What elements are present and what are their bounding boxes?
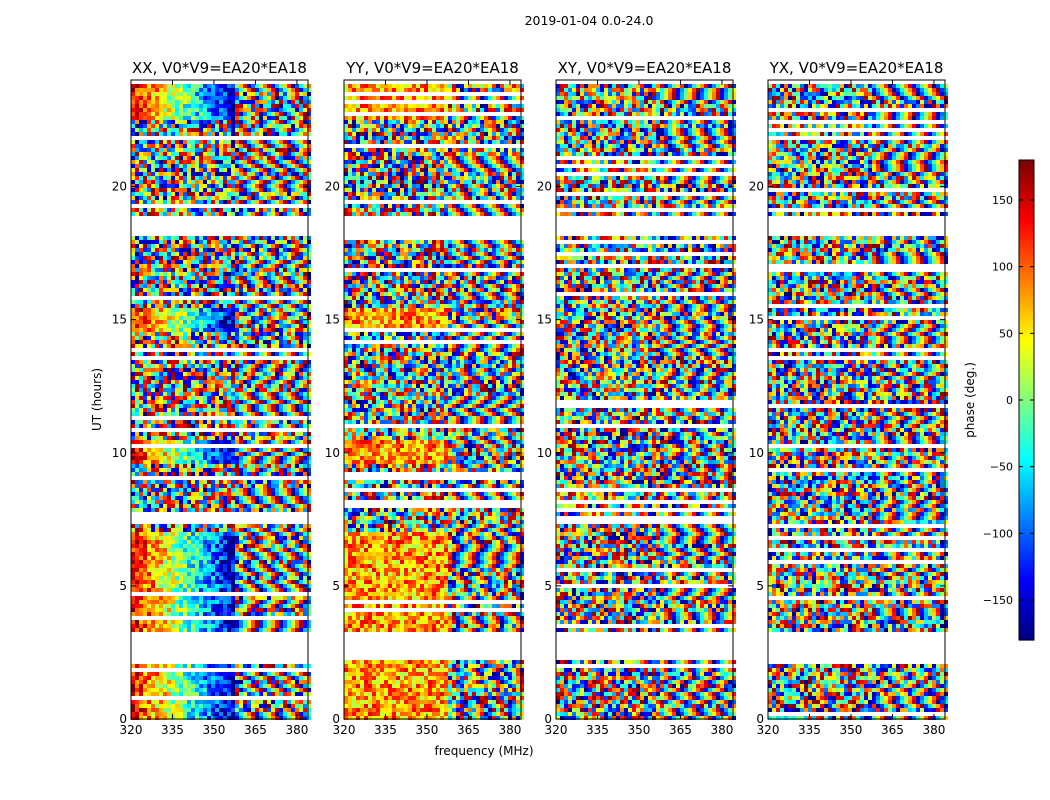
- y-tick-label: 10: [749, 446, 764, 460]
- panel-title: YY, V0*V9=EA20*EA18: [345, 59, 519, 77]
- y-tick-label: 0: [332, 712, 340, 726]
- phase-heatmap-xx: [131, 84, 311, 720]
- panel-title: XX, V0*V9=EA20*EA18: [132, 59, 307, 77]
- y-tick-label: 10: [537, 446, 552, 460]
- x-tick-label: 365: [669, 723, 692, 737]
- y-tick-label: 15: [325, 313, 340, 327]
- y-tick-label: 10: [325, 446, 340, 460]
- x-tick-label: 365: [244, 723, 267, 737]
- x-tick-label: 380: [498, 723, 521, 737]
- y-tick-label: 15: [749, 313, 764, 327]
- colorbar-label: phase (deg.): [963, 362, 977, 438]
- colorbar-tick-label: 0: [1006, 394, 1013, 407]
- panel-title: XY, V0*V9=EA20*EA18: [558, 59, 732, 77]
- x-tick-label: 380: [285, 723, 308, 737]
- y-tick-label: 20: [537, 180, 552, 194]
- phase-heatmap-yy: [344, 84, 524, 720]
- colorbar-tick-label: 100: [992, 261, 1013, 274]
- colorbar-tick-label: −150: [983, 594, 1013, 607]
- phase-heatmap-yx: [768, 84, 948, 720]
- x-tick-label: 350: [203, 723, 226, 737]
- x-tick-label: 380: [710, 723, 733, 737]
- x-tick-label: 335: [586, 723, 609, 737]
- y-tick-label: 0: [119, 712, 127, 726]
- y-tick-label: 20: [112, 180, 127, 194]
- x-tick-label: 365: [457, 723, 480, 737]
- y-tick-label: 20: [749, 180, 764, 194]
- x-tick-label: 350: [628, 723, 651, 737]
- colorbar-tick-label: −100: [983, 527, 1013, 540]
- colorbar-tick-label: 50: [999, 327, 1013, 340]
- panel-title: YX, V0*V9=EA20*EA18: [769, 59, 944, 77]
- y-tick-label: 0: [544, 712, 552, 726]
- y-tick-label: 20: [325, 180, 340, 194]
- y-tick-label: 15: [537, 313, 552, 327]
- y-tick-label: 5: [119, 579, 127, 593]
- y-tick-label: 5: [332, 579, 340, 593]
- figure: XX, V0*V9=EA20*EA18320 335 350 365 380051015…: [0, 0, 1050, 800]
- x-tick-label: 365: [881, 723, 904, 737]
- x-axis-label: frequency (MHz): [434, 744, 533, 758]
- y-tick-label: 0: [756, 712, 764, 726]
- y-tick-label: 15: [112, 313, 127, 327]
- y-axis-label: UT (hours): [90, 368, 104, 431]
- colorbar-tick-label: −50: [990, 461, 1013, 474]
- x-tick-label: 380: [922, 723, 945, 737]
- y-tick-label: 5: [756, 579, 764, 593]
- y-tick-label: 10: [112, 446, 127, 460]
- y-tick-label: 5: [544, 579, 552, 593]
- colorbar-tick-label: 150: [992, 194, 1013, 207]
- x-tick-label: 350: [840, 723, 863, 737]
- x-tick-label: 350: [416, 723, 439, 737]
- colorbar: −150 −100 −50 0 50 100 150 phase (deg.): [963, 160, 1034, 641]
- x-tick-label: 335: [374, 723, 397, 737]
- x-tick-label: 335: [161, 723, 184, 737]
- x-tick-label: 335: [798, 723, 821, 737]
